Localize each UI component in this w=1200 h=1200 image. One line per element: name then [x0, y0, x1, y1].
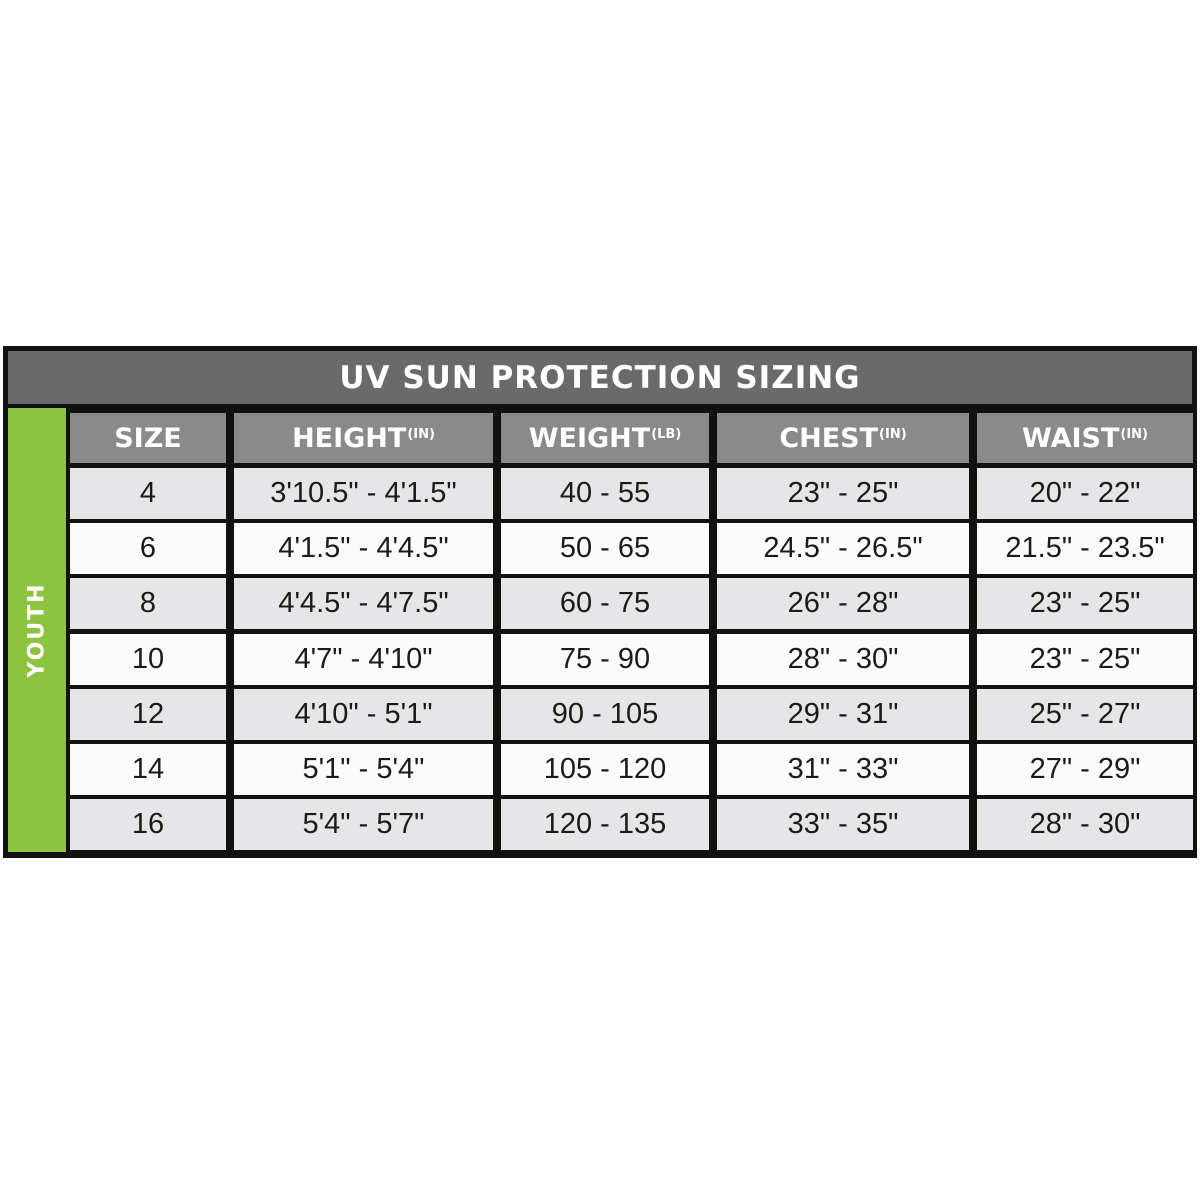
sizing-table: UV SUN PROTECTION SIZING YOUTH SIZE HEIGH…: [3, 346, 1197, 858]
table-title: UV SUN PROTECTION SIZING: [8, 351, 1192, 404]
column-header-unit: (LB): [651, 426, 682, 442]
column-header-unit: (IN): [879, 426, 907, 442]
column-header-waist: WAIST (IN): [977, 413, 1193, 463]
table-cell-weight: 75 - 90: [501, 633, 709, 685]
table-cell-chest: 33" - 35": [717, 799, 969, 851]
table-cell-size: 12: [70, 688, 226, 740]
table-cell-size: 6: [70, 523, 226, 575]
group-label-text: YOUTH: [24, 582, 50, 678]
table-cell-chest: 24.5" - 26.5": [717, 523, 969, 575]
group-label-youth: YOUTH: [8, 408, 66, 852]
table-cell-chest: 28" - 30": [717, 633, 969, 685]
table-cell-waist: 23" - 25": [977, 633, 1193, 685]
table-cell-height: 4'7" - 4'10": [234, 633, 493, 685]
table-cell-height: 4'10" - 5'1": [234, 688, 493, 740]
table-cell-size: 14: [70, 744, 226, 795]
table-cell-height: 3'10.5" - 4'1.5": [234, 468, 493, 519]
table-cell-height: 4'1.5" - 4'4.5": [234, 523, 493, 575]
column-header-size: SIZE: [70, 413, 226, 463]
column-header-label: CHEST: [779, 422, 879, 454]
table-cell-waist: 27" - 29": [977, 744, 1193, 795]
table-cell-weight: 105 - 120: [501, 744, 709, 795]
table-cell-size: 8: [70, 578, 226, 630]
table-cell-height: 5'1" - 5'4": [234, 744, 493, 795]
table-cell-weight: 40 - 55: [501, 468, 709, 519]
table-cell-weight: 60 - 75: [501, 578, 709, 630]
column-header-label: SIZE: [114, 422, 182, 454]
column-header-unit: (IN): [407, 426, 435, 442]
column-header-label: WAIST: [1022, 422, 1120, 454]
column-header-chest: CHEST (IN): [717, 413, 969, 463]
table-cell-size: 4: [70, 468, 226, 519]
column-header-unit: (IN): [1120, 426, 1148, 442]
column-header-label: HEIGHT: [292, 422, 407, 454]
table-cell-weight: 120 - 135: [501, 799, 709, 851]
table-cell-size: 16: [70, 799, 226, 851]
table-cell-height: 4'4.5" - 4'7.5": [234, 578, 493, 630]
column-header-height: HEIGHT (IN): [234, 413, 493, 463]
table-cell-waist: 23" - 25": [977, 578, 1193, 630]
table-cell-height: 5'4" - 5'7": [234, 799, 493, 851]
table-cell-weight: 50 - 65: [501, 523, 709, 575]
table-cell-weight: 90 - 105: [501, 688, 709, 740]
table-cell-waist: 28" - 30": [977, 799, 1193, 851]
table-cell-chest: 29" - 31": [717, 688, 969, 740]
column-header-label: WEIGHT: [528, 422, 651, 454]
table-cell-waist: 25" - 27": [977, 688, 1193, 740]
table-cell-size: 10: [70, 633, 226, 685]
table-cell-chest: 26" - 28": [717, 578, 969, 630]
table-cell-chest: 31" - 33": [717, 744, 969, 795]
table-cell-waist: 21.5" - 23.5": [977, 523, 1193, 575]
column-header-weight: WEIGHT (LB): [501, 413, 709, 463]
table-cell-waist: 20" - 22": [977, 468, 1193, 519]
table-cell-chest: 23" - 25": [717, 468, 969, 519]
